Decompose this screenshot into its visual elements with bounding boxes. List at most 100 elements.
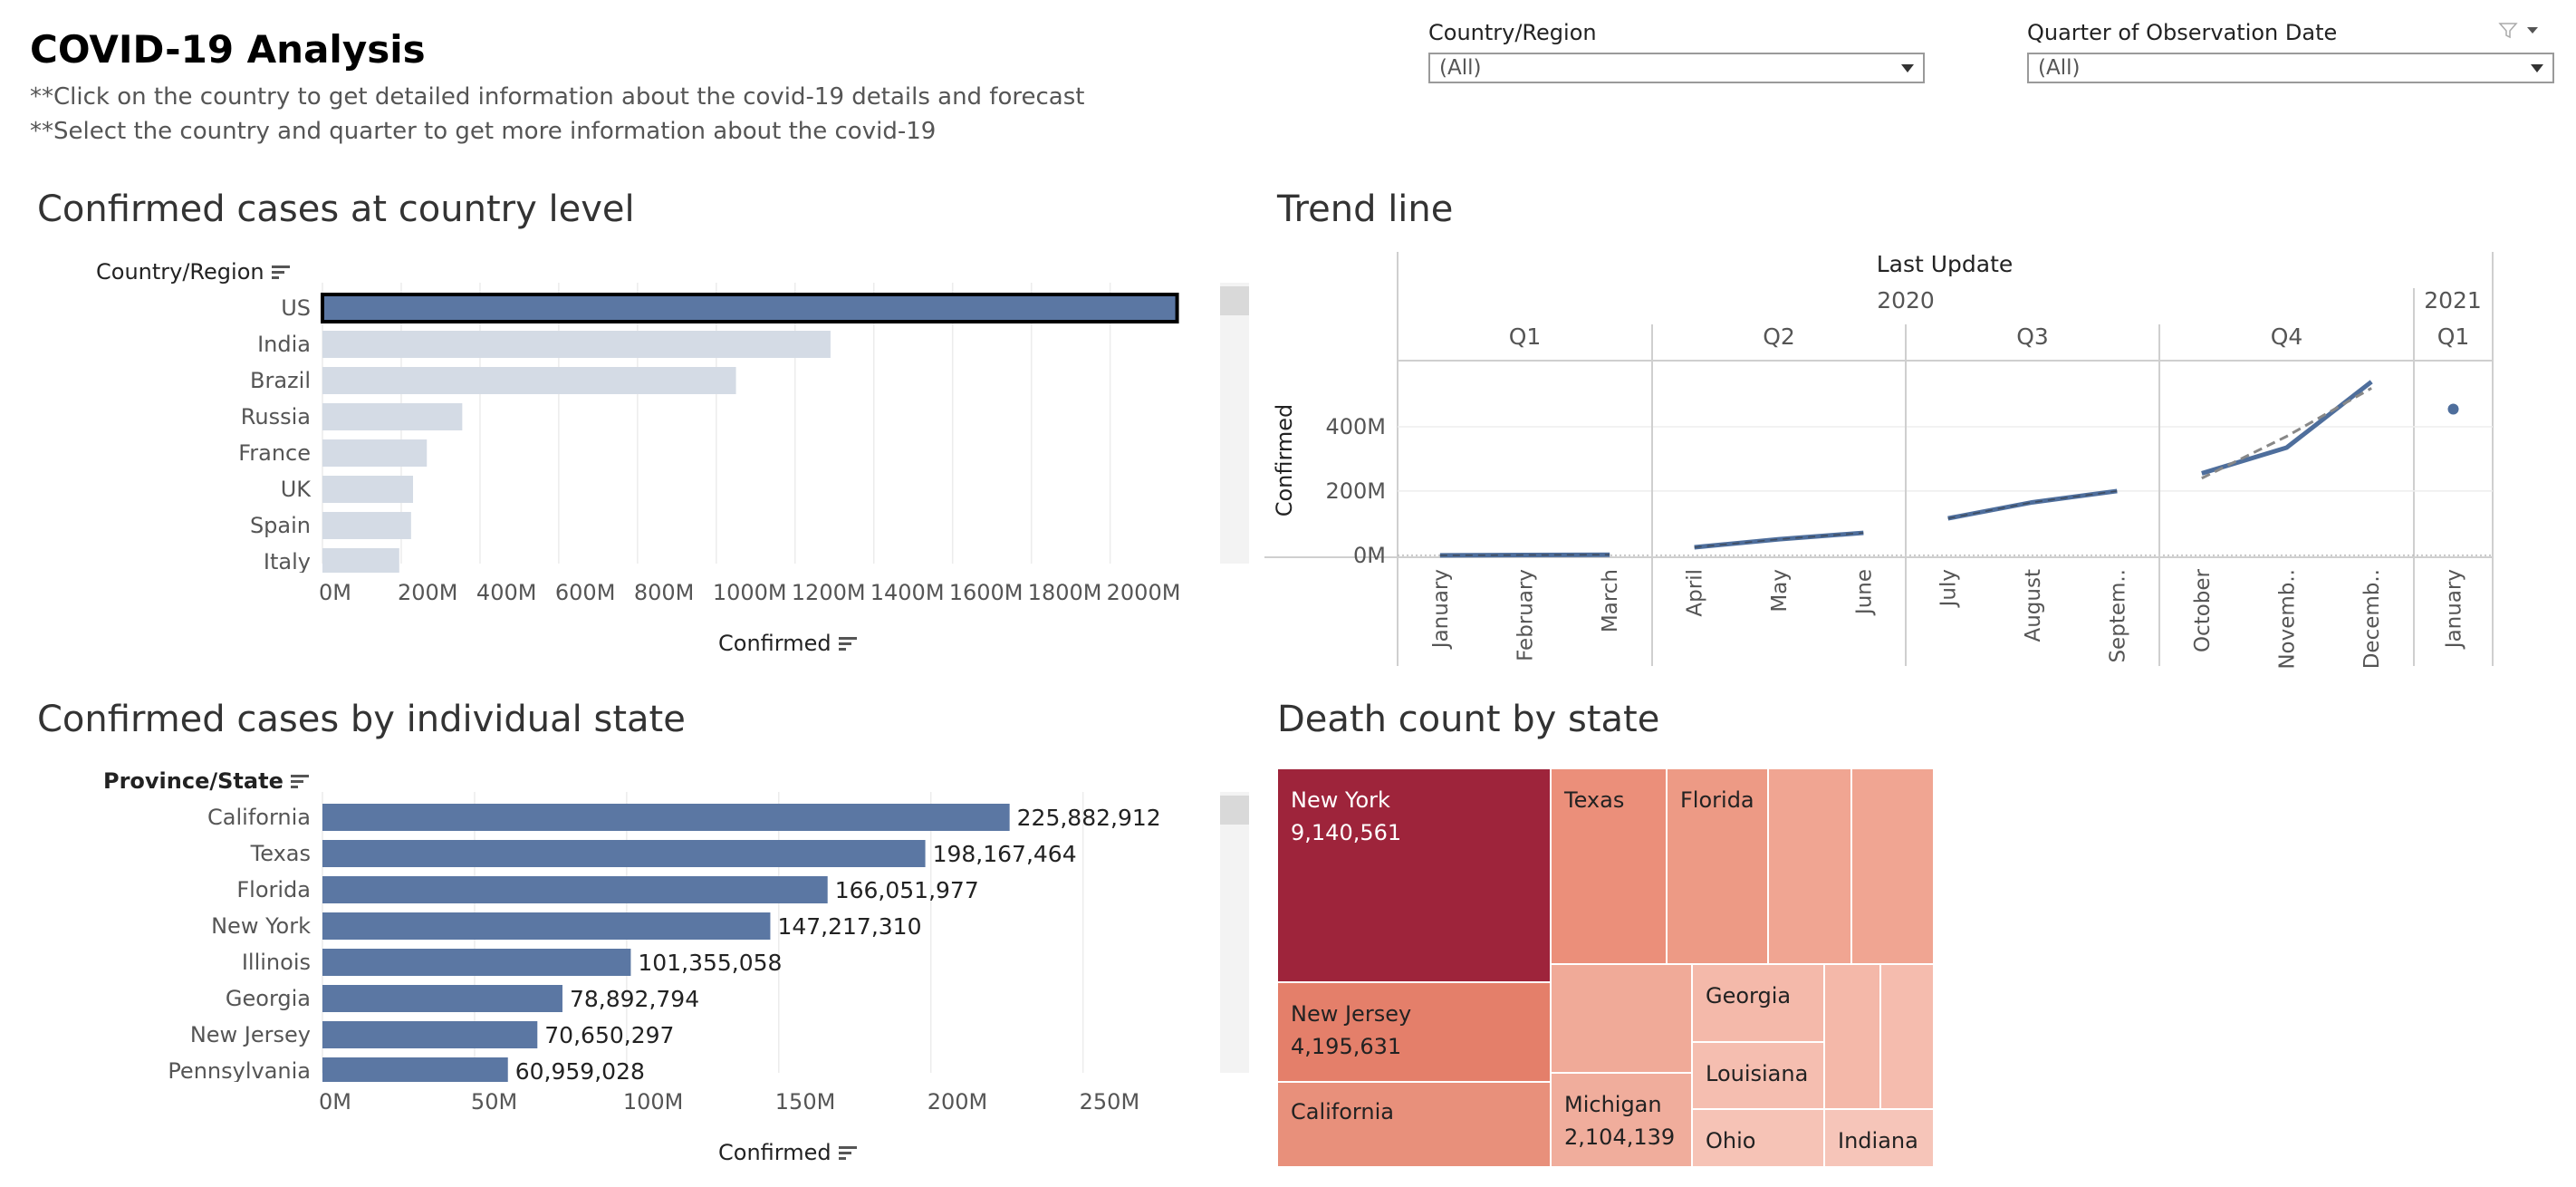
death-treemap[interactable]: New York 9,140,561 New Jersey 4,195,631 Cali…: [1277, 768, 1934, 1167]
treemap-cell[interactable]: [1824, 964, 1880, 1109]
scrollbar-thumb[interactable]: [1220, 286, 1249, 315]
bar[interactable]: [322, 1021, 538, 1048]
bar[interactable]: [322, 949, 631, 976]
bar[interactable]: [322, 804, 1010, 831]
year-label: 2020: [1877, 287, 1935, 314]
y-tick-label: 0M: [1353, 543, 1386, 568]
category-label: New Jersey: [190, 1022, 311, 1047]
trend-line[interactable]: [2201, 380, 2373, 476]
country-filter-dropdown[interactable]: (All): [1428, 53, 1925, 83]
month-label: March: [1599, 569, 1622, 632]
state-measure-header[interactable]: Confirmed: [718, 1140, 857, 1165]
treemap-cell[interactable]: New York 9,140,561: [1277, 768, 1551, 982]
bar[interactable]: [322, 985, 562, 1012]
y-axis-label: Confirmed: [1272, 404, 1297, 517]
month-label: January: [1429, 569, 1453, 650]
country-axis-header[interactable]: Country/Region: [96, 259, 290, 285]
bar[interactable]: [321, 293, 1179, 323]
x-tick-label: 2000M: [1107, 580, 1181, 605]
country-axis-label: Country/Region: [96, 259, 264, 285]
bar[interactable]: [322, 548, 399, 575]
treemap-cell[interactable]: Indiana: [1824, 1109, 1934, 1167]
treemap-cell[interactable]: New Jersey 4,195,631: [1277, 982, 1551, 1082]
bar[interactable]: [322, 331, 831, 358]
x-tick-label: 1600M: [949, 580, 1024, 605]
bar[interactable]: [322, 912, 771, 940]
x-tick-label: 800M: [634, 580, 695, 605]
category-label: Pennsylvania: [168, 1058, 311, 1084]
trend-line[interactable]: [1947, 488, 2118, 521]
quarter-filter-dropdown[interactable]: (All): [2027, 53, 2554, 83]
funnel-icon: [2498, 23, 2518, 39]
trend-point[interactable]: [2447, 403, 2459, 415]
dashboard-title: COVID-19 Analysis: [30, 27, 426, 72]
x-tick-label: 400M: [476, 580, 537, 605]
data-label: 60,959,028: [515, 1058, 645, 1085]
treemap-cell[interactable]: [1768, 768, 1851, 964]
treemap-cell[interactable]: Michigan 2,104,139: [1551, 1073, 1692, 1167]
month-label: August: [2022, 569, 2045, 642]
data-label: 101,355,058: [638, 950, 782, 976]
trend-forecast-line[interactable]: [2201, 387, 2372, 480]
column-header: Last Update: [1877, 251, 2014, 277]
category-label: UK: [281, 477, 312, 502]
treemap-cell[interactable]: Texas: [1551, 768, 1667, 964]
bar[interactable]: [322, 439, 428, 467]
chevron-down-icon: [1901, 63, 1914, 72]
sort-icon[interactable]: [838, 637, 857, 651]
bar[interactable]: [322, 403, 463, 430]
treemap-cell[interactable]: California: [1277, 1082, 1551, 1167]
x-tick-label: 1800M: [1028, 580, 1102, 605]
filter-menu-icons[interactable]: [2498, 22, 2543, 40]
x-tick-label: 0M: [319, 1089, 351, 1115]
bar[interactable]: [322, 876, 828, 903]
state-measure-label: Confirmed: [718, 1140, 831, 1165]
country-bar-chart[interactable]: 0M 200M 400M 600M 800M 1000M 1200M 1400M 1600M 18…: [0, 272, 1259, 661]
treemap-cell[interactable]: Florida: [1667, 768, 1768, 964]
x-tick-label: 100M: [623, 1089, 684, 1115]
treemap-cell-label: Indiana: [1838, 1128, 1918, 1153]
sort-icon[interactable]: [290, 775, 309, 789]
category-label: New York: [211, 913, 311, 939]
country-filter-value: (All): [1439, 56, 1482, 80]
trend-line-chart[interactable]: Last Update 2020 2021 Confirmed 0M 200M 400M Q1…: [1264, 245, 2505, 671]
scrollbar-thumb[interactable]: [1220, 796, 1249, 825]
scrollbar-track[interactable]: [1220, 283, 1249, 564]
country-filter-label: Country/Region: [1428, 20, 1597, 45]
chevron-down-icon: [2531, 63, 2543, 72]
treemap-cell-value: 4,195,631: [1291, 1034, 1402, 1059]
x-tick-label: 600M: [555, 580, 616, 605]
quarter-label: Q1: [1509, 323, 1542, 350]
treemap-cell[interactable]: Ohio: [1692, 1109, 1824, 1167]
scrollbar-track[interactable]: [1220, 792, 1249, 1073]
treemap-cell[interactable]: Louisiana: [1692, 1042, 1824, 1109]
state-axis-header[interactable]: Province/State: [103, 768, 309, 794]
treemap-cell[interactable]: [1551, 964, 1692, 1073]
category-label: Spain: [250, 513, 311, 538]
treemap-cell[interactable]: [1880, 964, 1934, 1109]
month-label: Novemb..: [2276, 569, 2300, 670]
category-label: Georgia: [226, 986, 311, 1011]
quarter-label: Q4: [2271, 323, 2303, 350]
country-sheet-title: Confirmed cases at country level: [37, 188, 635, 230]
sort-icon[interactable]: [838, 1146, 857, 1161]
instruction-line-2: **Select the country and quarter to get …: [30, 118, 937, 145]
treemap-cell[interactable]: Georgia: [1692, 964, 1824, 1042]
state-bar-chart[interactable]: 0M 50M 100M 150M 200M 250M California 225,882,9…: [0, 781, 1259, 1171]
treemap-cell-value: 9,140,561: [1291, 820, 1402, 845]
bar[interactable]: [322, 367, 736, 394]
x-tick-label: 1400M: [870, 580, 945, 605]
country-measure-header[interactable]: Confirmed: [718, 631, 857, 656]
sort-icon[interactable]: [271, 265, 290, 280]
category-label: Brazil: [250, 368, 311, 393]
treemap-cell[interactable]: [1851, 768, 1934, 964]
bar[interactable]: [322, 1057, 508, 1085]
x-tick-label: 200M: [398, 580, 458, 605]
bar[interactable]: [322, 512, 411, 539]
quarter-label: Q2: [1763, 323, 1795, 350]
treemap-cell-label: Ohio: [1706, 1128, 1756, 1153]
bar[interactable]: [322, 476, 414, 503]
data-label: 198,167,464: [933, 841, 1077, 867]
quarter-filter-value: (All): [2038, 56, 2081, 80]
bar[interactable]: [322, 840, 926, 867]
